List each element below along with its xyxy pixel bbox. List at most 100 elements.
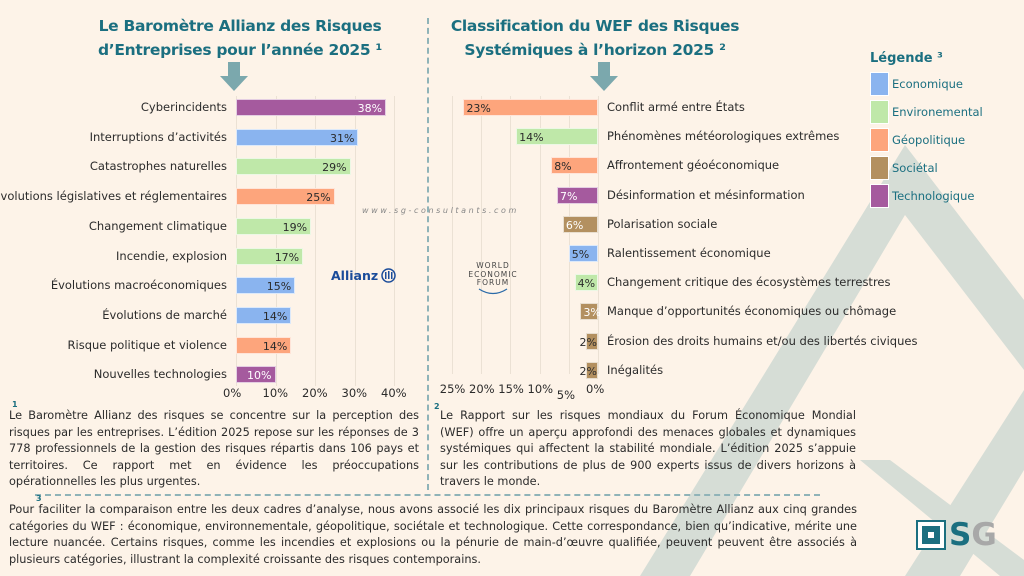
bar-value-label: 14% [262, 339, 288, 353]
footnote-marker-3: 3 [36, 494, 42, 503]
x-tick-label: 10% [262, 386, 289, 400]
arrow-down-icon [220, 62, 248, 91]
category-label: Catastrophes naturelles [89, 159, 227, 174]
x-tick-label: 30% [341, 386, 368, 400]
footnote-marker-1: 1 [12, 400, 18, 409]
gridline [568, 96, 570, 374]
category-label: Risque politique et violence [67, 337, 227, 352]
wef-logo-line: WORLD [476, 261, 510, 270]
allianz-logo-text: Allianz [331, 268, 379, 283]
x-tick-label: 10% [527, 382, 554, 396]
category-label: Érosion des droits humains et/ou des lib… [607, 333, 918, 348]
category-label: Conflit armé entre États [607, 100, 745, 114]
bar-value-label: 6% [565, 218, 584, 232]
gridline [394, 96, 395, 386]
bar: 15% [236, 277, 296, 295]
category-label: Interruptions d’activités [89, 129, 227, 144]
category-label: Évolutions législatives et réglementaire… [0, 189, 227, 204]
right-chart-title: Classification du WEF des Risques Systém… [440, 14, 750, 62]
category-label: Nouvelles technologies [93, 367, 227, 382]
gridline [481, 96, 482, 374]
x-tick-label: 40% [381, 386, 407, 400]
x-tick-label: 0% [223, 386, 242, 400]
category-label: Phénomènes météorologiques extrêmes [607, 129, 840, 144]
category-label: Évolutions de marché [102, 307, 227, 322]
legend-swatch [870, 156, 889, 180]
bar: 19% [236, 217, 312, 235]
x-tick-label: 0% [586, 382, 605, 396]
legend-swatch [870, 100, 889, 124]
bar-value-label: 2% [579, 335, 597, 349]
bar-value-label: 8% [554, 160, 572, 174]
legend-item: Economique [870, 72, 963, 96]
gridline [598, 96, 599, 374]
x-tick-label: 20% [469, 382, 495, 396]
bar: 17% [236, 247, 304, 265]
bar-value-label: 29% [322, 161, 347, 175]
legend-title: Légende ³ [870, 51, 943, 66]
category-label: Polarisation sociale [607, 216, 718, 231]
gridline [354, 96, 356, 386]
bar: 3% [580, 303, 601, 321]
bar: 2% [580, 361, 598, 379]
title-line: Classification du WEF des Risques [450, 17, 740, 35]
bar-value-label: 14% [519, 131, 544, 145]
legend-label: Environemental [892, 105, 983, 119]
footnote-3: Pour faciliter la comparaison entre les … [9, 503, 857, 566]
gridline [275, 96, 277, 386]
bar: 10% [236, 366, 276, 384]
legend-label: Technologique [892, 189, 975, 203]
bar: 25% [236, 188, 335, 206]
bar: 38% [236, 99, 387, 116]
x-tick-label: 25% [439, 382, 466, 396]
x-tick-label: 20% [302, 386, 328, 400]
bar-value-label: 15% [266, 280, 292, 294]
legend-label: Sociétal [892, 161, 938, 175]
gridline [236, 96, 237, 386]
gridline [510, 96, 512, 374]
category-label: Changement climatique [88, 218, 227, 233]
bar: 8% [551, 157, 598, 175]
bar-value-label: 2% [579, 364, 597, 378]
allianz-logo: Allianz [331, 268, 396, 283]
category-label: Inégalités [607, 362, 664, 377]
sg-logo-square-icon [916, 520, 946, 550]
bar: 6% [562, 215, 598, 233]
bar-value-label: 31% [329, 131, 355, 145]
bar: 4% [574, 274, 598, 292]
gridline [451, 96, 453, 374]
bar-value-label: 38% [357, 102, 383, 115]
footnote-1: Le Baromètre Allianz des risques se conc… [9, 409, 419, 489]
wef-logo-line: FORUM [476, 278, 510, 287]
legend-item: Géopolitique [870, 128, 965, 152]
sg-logo-s: S [949, 517, 972, 553]
gridline [539, 96, 541, 374]
bar: 14% [236, 336, 292, 354]
bar-value-label: 19% [282, 220, 308, 234]
bar-value-label: 14% [262, 309, 288, 323]
title-line: Le Baromètre Allianz des Risques [98, 17, 382, 35]
category-label: Ralentissement économique [607, 246, 771, 260]
wef-logo-line: ECONOMIC [468, 269, 518, 279]
bar: 31% [236, 128, 359, 146]
bar-value-label: 23% [466, 102, 491, 115]
title-line: d’Entreprises pour l’année 2025 ¹ [98, 41, 382, 59]
arrow-down-icon [590, 62, 618, 91]
bar: 2% [580, 332, 598, 350]
bar-value-label: 17% [274, 250, 300, 264]
bar-value-label: 10% [247, 369, 272, 383]
wef-logo: WORLD ECONOMIC FORUM [458, 261, 528, 298]
footnote-marker-2: 2 [434, 402, 440, 411]
bar: 14% [516, 128, 598, 146]
divider-vertical [427, 18, 429, 490]
bar: 7% [557, 186, 598, 204]
left-chart-title: Le Baromètre Allianz des Risques d’Entre… [90, 14, 390, 62]
bar: 23% [463, 99, 598, 116]
bar: 29% [236, 158, 351, 176]
sg-logo-g: G [971, 517, 997, 553]
category-label: Affrontement géoéconomique [607, 158, 780, 173]
legend-item: Environemental [870, 100, 983, 124]
category-label: Manque d’opportunités économiques ou chô… [607, 304, 897, 319]
bar-value-label: 7% [560, 189, 578, 203]
category-label: Cyberincidents [140, 100, 227, 114]
